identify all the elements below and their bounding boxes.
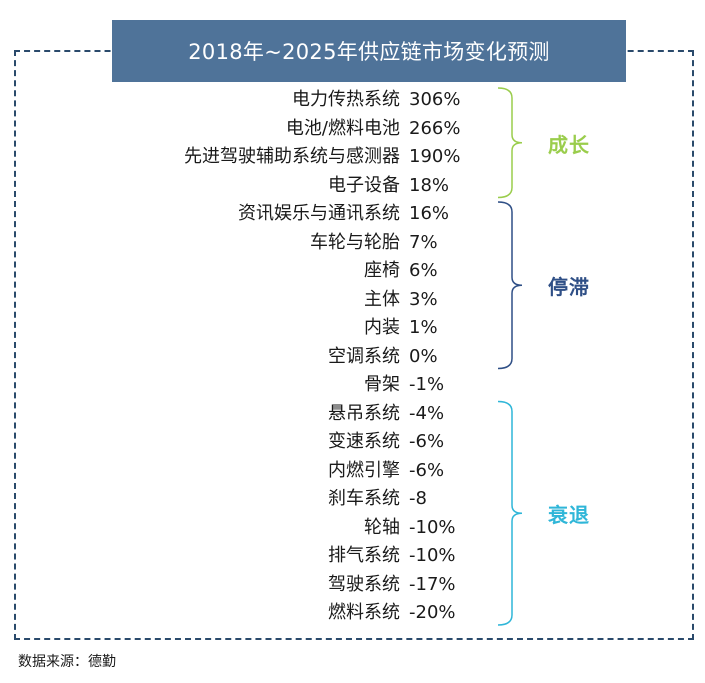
table-row: 座椅 6% — [0, 257, 705, 285]
row-value: -10% — [409, 545, 456, 566]
row-name: 电力传热系统 — [292, 89, 400, 110]
table-row: 电力传热系统 306% — [0, 86, 705, 114]
group-bracket-0 — [497, 87, 523, 199]
row-value: 306% — [409, 89, 461, 110]
row-value: 1% — [409, 317, 438, 338]
row-name: 刹车系统 — [328, 488, 400, 509]
row-name: 变速系统 — [328, 431, 400, 452]
row-name: 内装 — [364, 317, 400, 338]
row-value: 3% — [409, 288, 438, 310]
row-name: 悬吊系统 — [328, 402, 400, 424]
row-value: 0% — [409, 345, 438, 367]
table-row: 电子设备 18% — [0, 172, 705, 200]
row-value: 6% — [409, 260, 438, 281]
table-row: 悬吊系统 -4% — [0, 400, 705, 428]
row-name: 资讯娱乐与通讯系统 — [238, 203, 400, 224]
row-value: -20% — [409, 602, 456, 623]
row-value: -17% — [409, 573, 456, 595]
table-row: 主体 3% — [0, 286, 705, 314]
row-name: 轮轴 — [364, 516, 400, 538]
table-row: 骨架 -1% — [0, 371, 705, 399]
row-value: -6% — [409, 459, 445, 481]
source-note: 数据来源：德勤 — [18, 654, 116, 670]
group-label: 停滞 — [548, 275, 590, 300]
row-name: 排气系统 — [328, 545, 400, 566]
row-name: 骨架 — [364, 374, 400, 395]
row-name: 空调系统 — [328, 345, 400, 367]
row-name: 驾驶系统 — [328, 573, 400, 595]
row-name: 内燃引擎 — [328, 459, 400, 481]
row-name: 座椅 — [364, 260, 400, 281]
row-value: -4% — [409, 402, 445, 424]
row-name: 车轮与轮胎 — [310, 231, 400, 253]
table-row: 资讯娱乐与通讯系统 16% — [0, 200, 705, 228]
table-row: 驾驶系统 -17% — [0, 571, 705, 599]
group-bracket-1 — [497, 201, 523, 370]
row-value: 266% — [409, 117, 461, 139]
table-row: 排气系统 -10% — [0, 542, 705, 570]
row-value: -6% — [409, 431, 445, 452]
group-label: 衰退 — [548, 503, 590, 528]
table-row: 车轮与轮胎 7% — [0, 229, 705, 257]
row-name: 燃料系统 — [328, 602, 400, 623]
row-value: 16% — [409, 203, 450, 224]
row-value: -10% — [409, 516, 456, 538]
row-value: -1% — [409, 374, 445, 395]
row-value: 190% — [409, 146, 461, 167]
chart-title: 2018年~2025年供应链市场变化预测 — [112, 20, 626, 82]
table-row: 电池/燃料电池 266% — [0, 115, 705, 143]
row-value: -8 — [409, 488, 427, 509]
table-row: 空调系统 0% — [0, 343, 705, 371]
table-row: 内燃引擎 -6% — [0, 457, 705, 485]
table-row: 内装 1% — [0, 314, 705, 342]
row-name: 电子设备 — [328, 174, 400, 196]
row-name: 主体 — [364, 288, 400, 310]
table-row: 刹车系统 -8 — [0, 485, 705, 513]
table-row: 变速系统 -6% — [0, 428, 705, 456]
group-label: 成长 — [548, 132, 590, 157]
row-name: 电池/燃料电池 — [285, 117, 400, 139]
row-name: 先进驾驶辅助系统与感测器 — [184, 146, 400, 167]
table-row: 轮轴 -10% — [0, 514, 705, 542]
group-bracket-2 — [497, 400, 523, 626]
row-value: 18% — [409, 174, 450, 196]
row-value: 7% — [409, 231, 438, 253]
table-row: 燃料系统 -20% — [0, 599, 705, 627]
table-row: 先进驾驶辅助系统与感测器 190% — [0, 143, 705, 171]
